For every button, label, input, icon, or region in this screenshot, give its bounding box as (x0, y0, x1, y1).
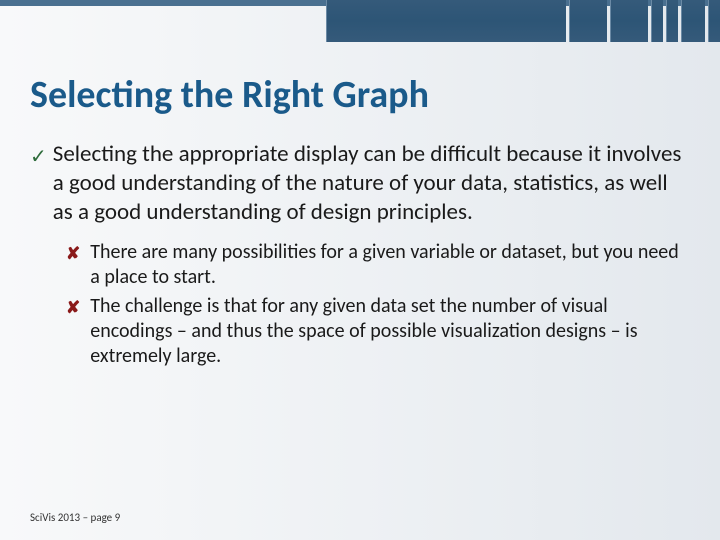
slide-footer: SciVis 2013 – page 9 (30, 511, 120, 524)
sub-bullet: ✘ The challenge is that for any given da… (66, 294, 690, 369)
sub-bullet-text: The challenge is that for any given data… (90, 294, 690, 369)
slide-content: ✓ Selecting the appropriate display can … (30, 140, 690, 373)
header-segment (708, 0, 720, 42)
x-icon: ✘ (66, 243, 80, 264)
header-segment (666, 0, 678, 42)
header-segment (681, 0, 705, 42)
x-icon: ✘ (66, 297, 80, 318)
main-bullet: ✓ Selecting the appropriate display can … (30, 140, 690, 226)
header-segment (569, 0, 607, 42)
sub-bullet-list: ✘ There are many possibilities for a giv… (66, 240, 690, 369)
sub-bullet: ✘ There are many possibilities for a giv… (66, 240, 690, 290)
checkmark-icon: ✓ (30, 144, 47, 169)
header-segment (326, 0, 566, 42)
header-bar (0, 0, 720, 42)
header-segment (610, 0, 648, 42)
main-bullet-text: Selecting the appropriate display can be… (53, 140, 690, 226)
sub-bullet-text: There are many possibilities for a given… (90, 240, 690, 290)
header-segment (651, 0, 663, 42)
slide-title: Selecting the Right Graph (30, 72, 429, 118)
